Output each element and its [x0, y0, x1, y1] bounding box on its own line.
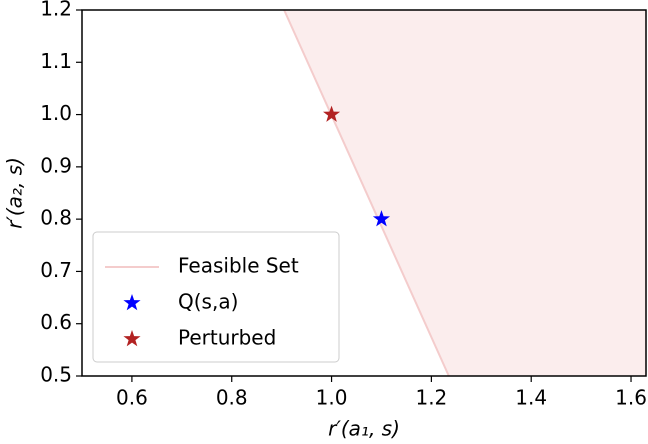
x-tick-label: 1.2 [415, 386, 447, 410]
y-tick-label: 0.9 [40, 153, 72, 177]
x-tick-label: 1.6 [615, 386, 647, 410]
x-axis-label: r′(a₁, s) [328, 417, 400, 441]
y-tick-label: 1.0 [40, 101, 72, 125]
x-tick-label: 1.4 [515, 386, 547, 410]
plot-frame [81, 9, 647, 377]
legend-swatch [123, 294, 141, 311]
legend-box [92, 231, 340, 363]
legend-label: Perturbed [178, 326, 276, 350]
x-tick-label: 0.6 [116, 386, 148, 410]
y-axis-label: r′(a₂, s) [3, 157, 27, 229]
feasible-boundary [283, 9, 450, 377]
y-tick-label: 0.7 [40, 258, 72, 282]
star-point [323, 105, 341, 122]
x-tick-label: 1.0 [316, 386, 348, 410]
x-tick-label: 0.8 [216, 386, 248, 410]
y-tick-label: 0.8 [40, 206, 72, 230]
feasible-region [284, 10, 646, 376]
star-point [372, 210, 391, 227]
legend-label: Feasible Set [178, 254, 299, 278]
y-tick-label: 0.6 [40, 310, 72, 334]
y-tick-label: 0.5 [40, 363, 72, 387]
y-tick-label: 1.2 [40, 0, 72, 21]
legend-label: Q(s,a) [178, 290, 238, 314]
legend-swatch [123, 330, 141, 347]
y-tick-label: 1.1 [40, 49, 72, 73]
